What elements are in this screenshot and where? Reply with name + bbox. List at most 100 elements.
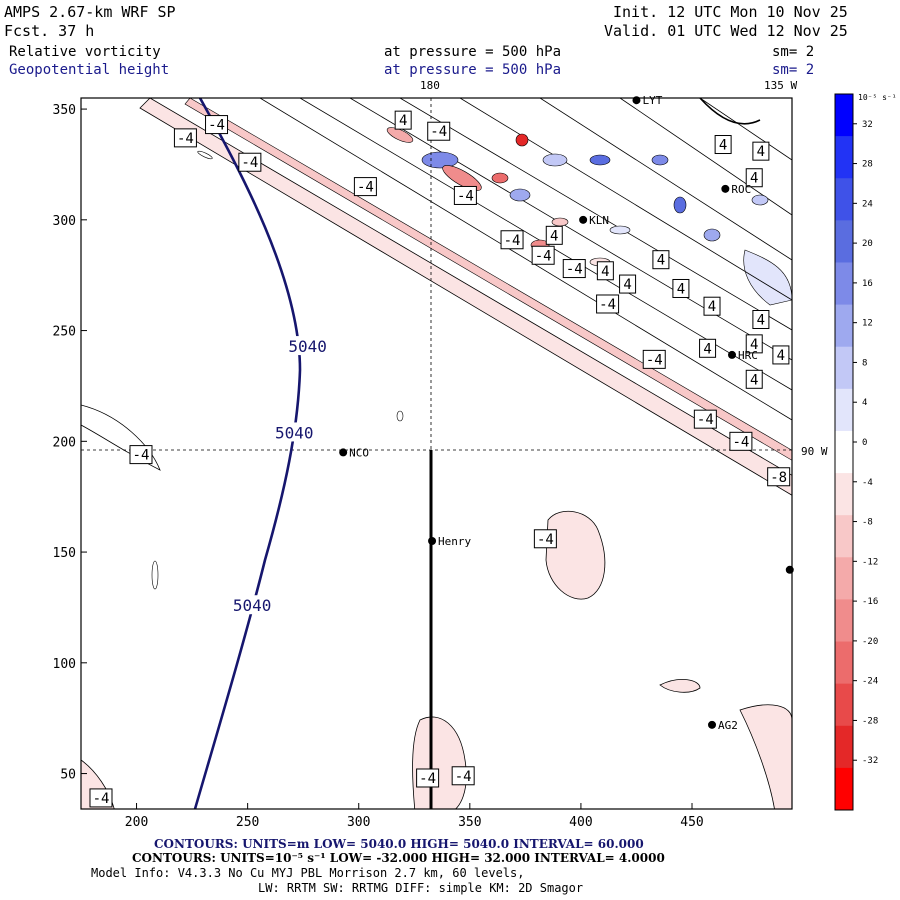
y-tick-label: 50 bbox=[60, 768, 76, 783]
vorticity-contour-label: -4 bbox=[357, 180, 374, 196]
y-tick-label: 350 bbox=[53, 103, 76, 118]
colorbar-cell bbox=[835, 136, 853, 179]
colorbar-cell bbox=[835, 388, 853, 432]
station-label: NCO bbox=[349, 446, 369, 459]
vorticity-contour-label: 4 bbox=[757, 144, 765, 160]
station-label: ROC bbox=[731, 183, 751, 196]
vorticity-contour-label: -4 bbox=[93, 791, 110, 807]
vorticity-label-box bbox=[416, 768, 440, 788]
colorbar-tick-label: 24 bbox=[862, 199, 873, 209]
vorticity-contour-label: 4 bbox=[708, 299, 716, 315]
station-label: Henry bbox=[438, 535, 471, 548]
colorbar-tick-label: 16 bbox=[862, 279, 873, 289]
neg-vorticity-patch bbox=[659, 679, 701, 693]
vorticity-contour-label: -4 bbox=[537, 532, 554, 548]
vorticity-label-box bbox=[531, 245, 555, 265]
x-tick-label: 350 bbox=[458, 815, 481, 830]
vorticity-label-box bbox=[642, 349, 666, 369]
vorticity-label-box bbox=[652, 250, 670, 270]
model-title: AMPS 2.67-km WRF SP bbox=[4, 3, 176, 21]
colorbar-cell bbox=[835, 641, 853, 685]
y-tick-label: 100 bbox=[53, 657, 76, 672]
pos-vorticity-patch bbox=[743, 249, 792, 306]
colorbar-cell bbox=[835, 178, 853, 221]
neg-vorticity-patch bbox=[545, 511, 606, 600]
vorticity-label-box bbox=[596, 294, 620, 314]
field1-level: at pressure = 500 hPa bbox=[384, 44, 562, 60]
vorticity-label-box bbox=[752, 309, 770, 329]
vorticity-contour-label: 4 bbox=[677, 281, 685, 297]
vorticity-contour-label: -4 bbox=[504, 233, 521, 249]
vorticity-contour-label: 4 bbox=[750, 337, 758, 353]
station-label: AG2 bbox=[718, 719, 738, 732]
station-marker bbox=[728, 350, 737, 359]
y-tick-label: 150 bbox=[53, 546, 76, 561]
y-tick-label: 250 bbox=[53, 325, 76, 340]
valid-time: Valid. 01 UTC Wed 12 Nov 25 bbox=[604, 22, 848, 40]
colorbar-tick-label: -8 bbox=[862, 518, 873, 528]
height-contour-info: CONTOURS: UNITS=m LOW= 5040.0 HIGH= 5040… bbox=[154, 837, 644, 851]
x-tick-label: 450 bbox=[680, 815, 703, 830]
field1-smoothing: sm= 2 bbox=[772, 44, 815, 60]
field2-smoothing: sm= 2 bbox=[772, 62, 815, 78]
vorticity-label-box bbox=[394, 110, 412, 130]
vorticity-contour-label: -4 bbox=[455, 769, 472, 785]
vorticity-label-box bbox=[772, 345, 790, 365]
height-contour-5040 bbox=[193, 98, 302, 809]
neg-vorticity-patch bbox=[739, 704, 792, 809]
colorbar-tick-label: -28 bbox=[862, 716, 878, 726]
colorbar-cell bbox=[835, 430, 853, 474]
colorbar-tick-label: -16 bbox=[862, 597, 878, 607]
station-label: LYT bbox=[642, 94, 662, 107]
vorticity-label-box bbox=[745, 168, 763, 188]
vorticity-contour-label: -4 bbox=[177, 131, 194, 147]
field2-level: at pressure = 500 hPa bbox=[384, 62, 562, 78]
x-tick-label: 250 bbox=[236, 815, 259, 830]
colorbar-unit: 10⁻⁵ s⁻¹ bbox=[858, 93, 897, 102]
vorticity-contour-label: -4 bbox=[457, 188, 474, 204]
station-label: KLN bbox=[589, 214, 609, 227]
height-label-bg bbox=[270, 422, 319, 442]
vorticity-label-box bbox=[767, 467, 791, 487]
colorbar-tick-label: 4 bbox=[862, 398, 867, 408]
vorticity-label-box bbox=[533, 529, 557, 549]
vorticity-label-box bbox=[173, 128, 197, 148]
colorbar-cell bbox=[835, 725, 853, 769]
vorticity-label-box bbox=[672, 278, 690, 298]
station-label: HRC bbox=[738, 349, 758, 362]
vorticity-contour-label: 4 bbox=[750, 171, 758, 187]
station-marker bbox=[708, 720, 717, 729]
vorticity-label-box bbox=[89, 788, 113, 808]
vorticity-contour-label: -4 bbox=[697, 412, 714, 428]
station-marker bbox=[339, 448, 348, 457]
colorbar-cell bbox=[835, 262, 853, 306]
model-info-physics: LW: RRTM SW: RRTMG DIFF: simple KM: 2D S… bbox=[258, 881, 584, 895]
colorbar-cell bbox=[835, 94, 853, 137]
colorbar-cell bbox=[835, 767, 853, 811]
vorticity-contour-label: -4 bbox=[732, 434, 749, 450]
vorticity-contour-label: 4 bbox=[657, 253, 665, 269]
neg-vorticity-patch bbox=[81, 404, 161, 471]
colorbar-cell bbox=[835, 683, 853, 727]
vorticity-label-box bbox=[699, 338, 717, 358]
colorbar-tick-label: -12 bbox=[862, 557, 878, 567]
vorticity-label-box bbox=[500, 230, 524, 250]
vorticity-contour-label: 4 bbox=[623, 277, 631, 293]
lon-label-135w: 135 W bbox=[764, 79, 798, 92]
vorticity-label-box bbox=[703, 296, 721, 316]
vorticity-contour-label: -4 bbox=[419, 771, 436, 787]
height-label-bg bbox=[228, 595, 277, 615]
vorticity-label-box bbox=[427, 121, 451, 141]
height-label-bg bbox=[283, 336, 332, 356]
colorbar-cell bbox=[835, 346, 853, 390]
colorbar-cell bbox=[835, 473, 853, 516]
vorticity-label-box bbox=[238, 152, 262, 172]
colorbar-tick-label: -24 bbox=[862, 677, 878, 687]
vorticity-label-box bbox=[752, 141, 770, 161]
field1-name: Relative vorticity bbox=[9, 44, 161, 60]
y-tick-label: 300 bbox=[53, 214, 76, 229]
neg-vorticity-patch bbox=[412, 716, 467, 809]
height-contour-label: 5040 bbox=[288, 337, 327, 356]
vorticity-contour-label: -4 bbox=[430, 124, 447, 140]
vorticity-contour-label: 4 bbox=[601, 264, 609, 280]
